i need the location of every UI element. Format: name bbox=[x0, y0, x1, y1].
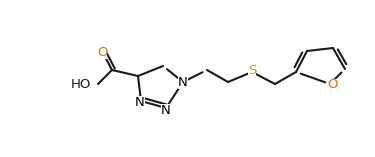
Text: HO: HO bbox=[70, 78, 91, 90]
Text: N: N bbox=[161, 103, 171, 116]
Text: O: O bbox=[97, 46, 107, 59]
Text: S: S bbox=[248, 65, 256, 78]
Text: N: N bbox=[135, 95, 145, 108]
Text: O: O bbox=[328, 78, 338, 92]
Text: N: N bbox=[178, 76, 188, 89]
